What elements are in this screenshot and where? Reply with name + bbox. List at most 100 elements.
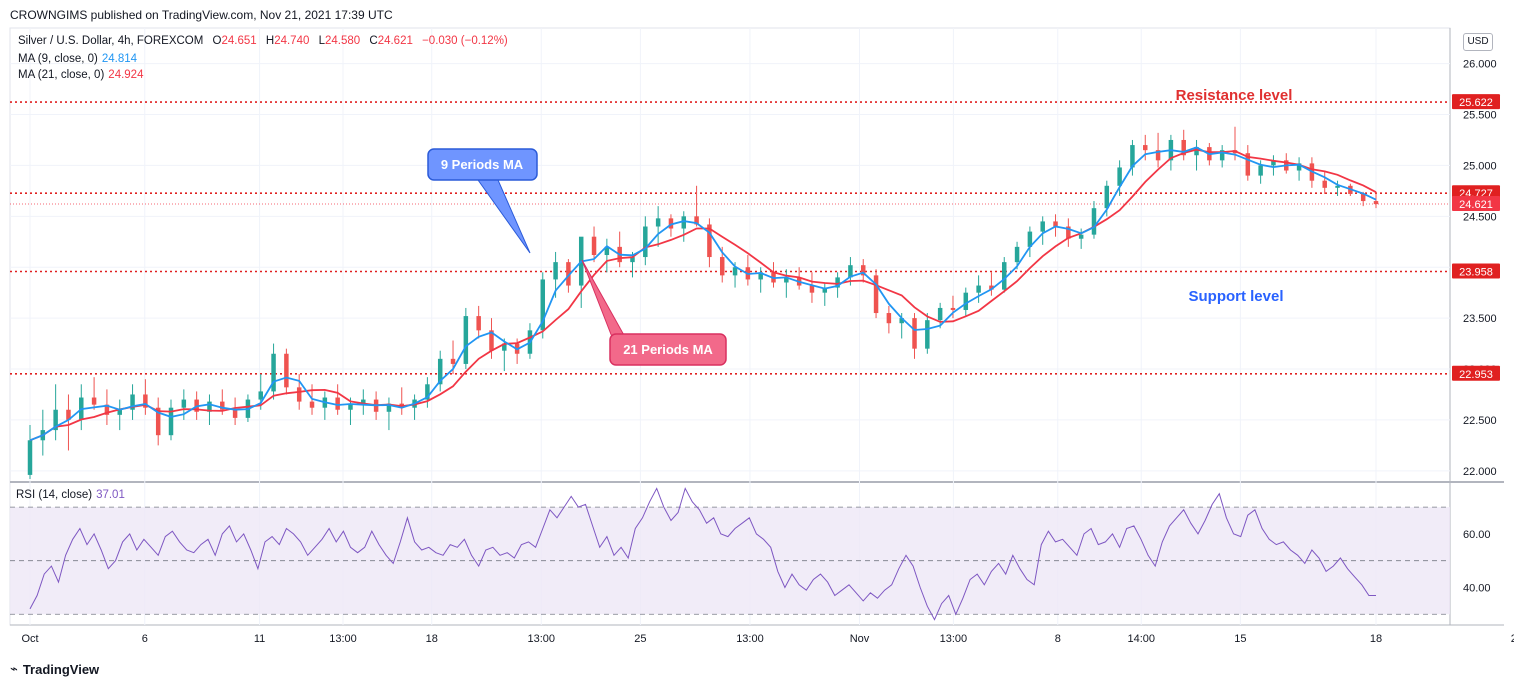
candle-body[interactable]: [732, 267, 738, 276]
candle-body[interactable]: [348, 404, 353, 410]
candle-body[interactable]: [835, 277, 840, 288]
candle-body[interactable]: [130, 394, 135, 410]
candle-body[interactable]: [66, 409, 71, 420]
candle-body[interactable]: [450, 358, 456, 364]
candle-body[interactable]: [104, 404, 110, 415]
candle-body[interactable]: [296, 387, 302, 402]
candle-body[interactable]: [232, 409, 238, 418]
candle-body[interactable]: [361, 399, 366, 405]
candle-body[interactable]: [309, 401, 315, 408]
candle-body[interactable]: [1104, 185, 1110, 209]
candle-body[interactable]: [681, 216, 687, 229]
candle-body[interactable]: [168, 407, 174, 436]
candle-body[interactable]: [53, 409, 58, 431]
candle-body[interactable]: [1130, 145, 1135, 168]
candle-body[interactable]: [284, 353, 289, 388]
candle-body[interactable]: [719, 257, 725, 276]
candle-body[interactable]: [1091, 208, 1097, 235]
candle-body[interactable]: [1322, 180, 1327, 188]
ma21-callout-box[interactable]: [609, 333, 727, 366]
candle-body[interactable]: [502, 343, 507, 351]
ohlc-open: O24.651: [212, 35, 257, 47]
candle-body[interactable]: [1014, 246, 1020, 263]
candle-body[interactable]: [1194, 147, 1199, 156]
candle-body[interactable]: [566, 262, 571, 286]
candle-body[interactable]: [1117, 167, 1122, 186]
candle-body[interactable]: [258, 391, 263, 400]
candle-body[interactable]: [950, 307, 956, 310]
candle-body[interactable]: [437, 358, 443, 385]
candle-body[interactable]: [655, 218, 661, 227]
candle-body[interactable]: [963, 292, 969, 310]
candle-body[interactable]: [1053, 221, 1058, 227]
candle-body[interactable]: [425, 384, 430, 400]
candle-body[interactable]: [540, 279, 546, 331]
candle-body[interactable]: [91, 397, 97, 405]
currency-button[interactable]: USD: [1463, 33, 1493, 51]
ma9-callout-box[interactable]: [427, 148, 538, 181]
candle-body[interactable]: [758, 272, 763, 280]
candle-body[interactable]: [117, 409, 122, 415]
candle-body[interactable]: [937, 307, 943, 321]
candle-body[interactable]: [1040, 221, 1045, 232]
candle-body[interactable]: [643, 226, 648, 258]
candle-body[interactable]: [784, 277, 789, 283]
candle-body[interactable]: [668, 218, 674, 229]
candle-body[interactable]: [899, 318, 904, 324]
ma9-line[interactable]: [29, 146, 1377, 442]
candle-body[interactable]: [335, 397, 340, 410]
candle-body[interactable]: [1002, 262, 1007, 290]
rsi-legend[interactable]: RSI (14, close) 37.01: [16, 489, 125, 501]
price-tick-label: 25.000: [1463, 160, 1497, 172]
candle-body[interactable]: [1181, 139, 1186, 156]
candle-body[interactable]: [989, 285, 994, 290]
candle-body[interactable]: [809, 285, 815, 293]
candle-body[interactable]: [155, 407, 161, 436]
rsi-line[interactable]: [29, 487, 1376, 621]
candle-body[interactable]: [1373, 201, 1379, 205]
candle-body[interactable]: [1258, 165, 1263, 176]
footer-brand[interactable]: ⌁ TradingView: [10, 662, 99, 677]
candle-body[interactable]: [630, 257, 635, 263]
symbol-name[interactable]: Silver / U.S. Dollar, 4h, FOREXCOM: [18, 35, 204, 47]
candle-body[interactable]: [463, 316, 469, 364]
candle-body[interactable]: [694, 216, 699, 225]
candle-body[interactable]: [476, 316, 481, 331]
time-tick-label: 15: [1234, 633, 1246, 645]
candle-body[interactable]: [181, 399, 187, 408]
candle-body[interactable]: [873, 275, 879, 314]
candle-body[interactable]: [27, 440, 33, 475]
candle-body[interactable]: [1360, 193, 1366, 202]
candle-body[interactable]: [1219, 150, 1225, 161]
candle-body[interactable]: [220, 401, 225, 410]
candle-body[interactable]: [822, 287, 828, 293]
candle-body[interactable]: [707, 224, 712, 258]
candle-body[interactable]: [1027, 231, 1033, 247]
ma9-legend[interactable]: MA (9, close, 0) 24.814: [18, 53, 137, 65]
candle-body[interactable]: [912, 318, 917, 349]
candle-body[interactable]: [591, 236, 597, 256]
candle-body[interactable]: [1066, 226, 1071, 239]
candle-body[interactable]: [1155, 150, 1161, 161]
candle-body[interactable]: [1335, 185, 1340, 188]
candle-body[interactable]: [207, 401, 212, 412]
candle-body[interactable]: [271, 353, 276, 392]
candle-body[interactable]: [1271, 160, 1276, 166]
candle-body[interactable]: [1296, 163, 1302, 171]
candle-body[interactable]: [848, 265, 853, 278]
candle-body[interactable]: [489, 330, 494, 351]
candle-body[interactable]: [860, 265, 866, 276]
candle-body[interactable]: [386, 403, 392, 412]
candle-body[interactable]: [604, 246, 610, 256]
candle-body[interactable]: [143, 394, 148, 408]
candle-body[interactable]: [976, 285, 981, 293]
candle-body[interactable]: [1078, 234, 1084, 239]
candle-body[interactable]: [925, 320, 930, 349]
time-tick-label: 13:00: [329, 633, 357, 645]
candle-body[interactable]: [1245, 153, 1251, 176]
candle-body[interactable]: [553, 262, 558, 280]
candle-body[interactable]: [1143, 145, 1148, 151]
ma21-legend[interactable]: MA (21, close, 0) 24.924: [18, 69, 143, 81]
candle-body[interactable]: [886, 313, 892, 324]
